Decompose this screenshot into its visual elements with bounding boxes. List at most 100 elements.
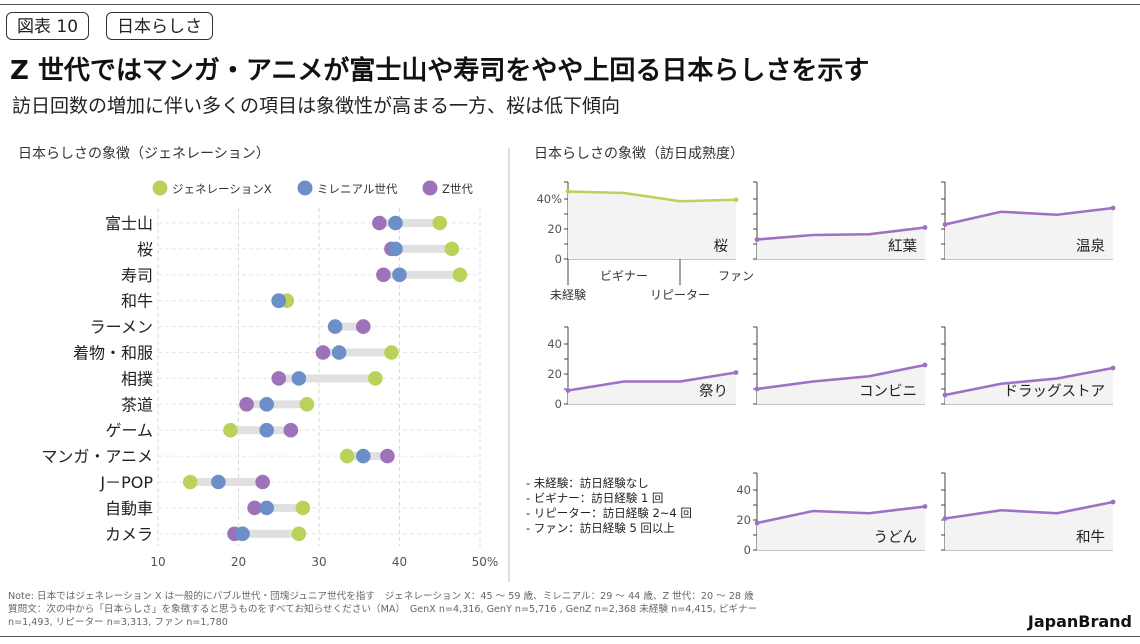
panel-label: うどん [874,529,918,546]
page-subtitle: 訪日回数の増加に伴い多くの項目は象徴性が高まる一方、桜は低下傾向 [12,95,621,117]
range-bar [379,219,440,227]
dot-millennial [388,241,403,257]
x-stage-label: ファン [718,269,754,283]
category-label: 桜 [137,240,153,259]
panel-point [754,237,760,242]
x-stage-label: 未経験 [550,287,586,302]
range-bar [254,503,303,512]
panel-area [568,191,736,259]
panel-point [565,189,571,194]
legend-label: ジェネレーションX [172,182,272,196]
dot-genx [291,526,307,542]
stage-definitions: - 未経験：訪日経験なし - ビギナー：訪日経験 1 回 - リピーター：訪日経… [526,476,692,536]
category-label: 茶道 [121,395,153,414]
range-bar [234,529,299,538]
dot-genx [368,371,383,386]
range-bar [190,478,263,486]
panel-line [944,366,1114,397]
x-tick-label: 50% [472,555,499,569]
panel-area [945,502,1113,550]
panel-y-label: 0 [555,252,562,266]
panel-point [1110,365,1116,371]
dot-genx [295,500,311,516]
panel-y-label: 40 [736,483,751,497]
page-title: Z 世代ではマンガ・アニメが富士山や寿司をやや上回る日本らしさを示す [10,56,870,86]
panel-y-label: 0 [744,543,751,557]
category-label: 富士山 [105,214,153,233]
definition-item: - 未経験：訪日経験なし [526,476,649,490]
panel-point [942,392,948,398]
panel-label: コンビニ [859,383,917,400]
brand-logo: JapanBrand [1027,612,1132,631]
dot-genx [452,267,468,283]
dot-millennial [388,215,403,231]
definition-item: - リピーター：訪日経験 2~4 回 [526,506,692,520]
dot-genz [376,267,391,283]
panel-point [922,225,928,230]
range-bar [323,348,392,357]
dot-millennial [291,371,307,386]
category-label: 相撲 [121,369,153,388]
dot-genx [432,215,448,231]
dot-genx [339,448,355,464]
panel-point [733,370,739,375]
range-bar [391,244,452,253]
right-chart-title: 日本らしさの象徴（訪日成熟度） [534,146,744,162]
panel-area [945,208,1113,259]
definition-item: - ビギナー：訪日経験 1 回 [526,491,664,505]
x-stage-label: リピーター [650,288,710,302]
panel-point [1110,499,1116,505]
legend-label: Z世代 [442,182,473,196]
panel-point [754,386,760,392]
panel-label: 紅葉 [888,238,917,255]
panel-line [756,505,926,525]
bottom-rule [0,636,1140,637]
x-tick-label: 20 [231,555,246,569]
category-label: 和牛 [121,292,153,311]
range-bar [278,374,376,383]
range-bar [246,400,307,409]
dot-genx [444,241,460,257]
panel-area [757,506,925,550]
dot-millennial [355,448,371,464]
dot-millennial [235,526,250,542]
top-rule [0,4,1140,5]
legend-label: ミレニアル世代 [317,182,398,196]
dot-genz [239,397,254,412]
x-stage-label: ビギナー [600,269,648,283]
panel-line [944,206,1114,226]
dot-millennial [392,267,407,283]
category-label: 着物・和服 [73,344,153,363]
dot-millennial [327,319,343,334]
panel-line [756,363,926,391]
category-label: 自動車 [105,499,153,518]
legend-marker [422,180,438,196]
category-label: カメラ [105,525,153,544]
panel-label: ドラッグストア [1004,383,1106,400]
panel-line [567,371,737,392]
panel-label: 和牛 [1076,529,1105,546]
panel-point [942,516,948,521]
panel-area [757,227,925,259]
dot-genx [384,345,399,360]
panel-point [942,222,948,227]
panel-point [922,362,928,368]
dot-genz [315,345,331,360]
dot-genz [247,500,262,516]
dot-genx [299,397,315,412]
footnote-line: Note: 日本ではジェネレーション X は一般的にバブル世代・団塊ジュニア世代… [8,591,754,602]
category-label: マンガ・アニメ [41,447,153,466]
legend-marker [297,180,313,196]
panel-y-label: 20 [547,222,562,236]
panel-line [756,226,926,241]
range-bar [383,270,460,279]
dot-millennial [271,293,287,309]
figure-tag: 図表 10 [6,12,90,40]
panel-label: 桜 [714,238,729,255]
dot-genz [271,371,287,386]
panel-y-label: 40% [536,192,562,206]
x-tick-label: 10 [150,555,165,569]
category-label: ラーメン [90,318,153,337]
panel-label: 温泉 [1076,238,1105,255]
